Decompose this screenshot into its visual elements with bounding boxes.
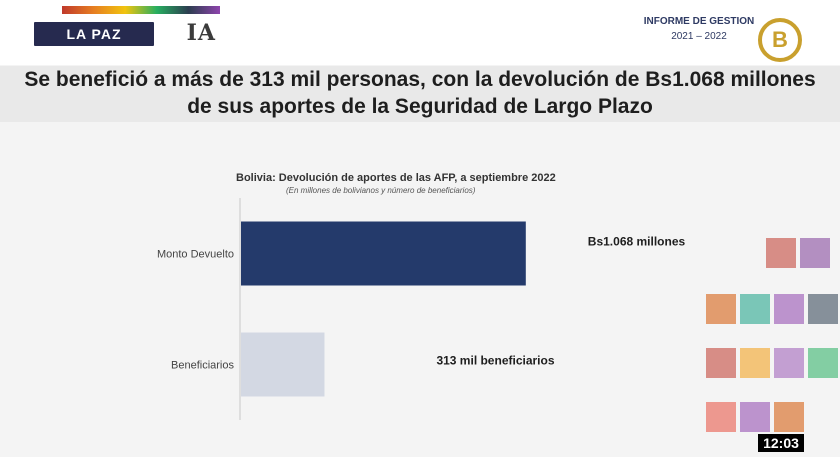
pattern-tile — [808, 294, 838, 324]
logo: IA — [62, 6, 220, 54]
pattern-tile — [800, 238, 830, 268]
pattern-tile — [808, 348, 838, 378]
data-label: 313 mil beneficiarios — [436, 354, 554, 368]
headline-line-1: Se benefició a más de 313 mil personas, … — [24, 68, 816, 91]
location-label: LA PAZ — [34, 22, 154, 46]
category-label: Monto Devuelto — [157, 249, 234, 261]
pattern-tile — [740, 294, 770, 324]
chart-title: Bolivia: Devolución de aportes de las AF… — [236, 172, 556, 184]
pattern-tile — [774, 348, 804, 378]
headline-banner: Se benefició a más de 313 mil personas, … — [0, 66, 840, 122]
bar-beneficiarios — [241, 332, 325, 397]
pattern-tile — [766, 238, 796, 268]
brand-letter: B — [772, 27, 788, 52]
pattern-tile — [706, 294, 736, 324]
headline-line-2: de sus aportes de la Seguridad de Largo … — [187, 95, 653, 118]
pattern-tile — [774, 402, 804, 432]
data-label: Bs1.068 millones — [588, 235, 686, 249]
logo-stripe — [62, 6, 220, 14]
category-label: Beneficiarios — [171, 360, 234, 372]
pattern-tile — [706, 348, 736, 378]
pattern-tile — [740, 402, 770, 432]
pattern-tile — [774, 294, 804, 324]
bar-monto-devuelto — [241, 221, 526, 286]
report-brand: INFORME DE GESTION 2021 – 2022 — [640, 16, 758, 42]
report-title: INFORME DE GESTION — [643, 16, 755, 27]
decorative-pattern — [706, 238, 840, 457]
logo-text: IA — [186, 20, 216, 46]
chart-subtitle: (En millones de bolivianos y número de b… — [286, 186, 476, 195]
pattern-tile — [740, 348, 770, 378]
pattern-tile — [706, 402, 736, 432]
brand-logo-icon: B — [758, 18, 802, 62]
top-bar: IA LA PAZ INFORME DE GESTION 2021 – 2022… — [0, 0, 840, 65]
report-period: 2021 – 2022 — [671, 31, 727, 42]
clock-overlay: 12:03 — [758, 434, 804, 452]
